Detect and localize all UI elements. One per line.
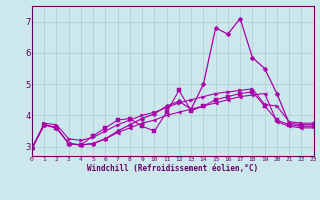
X-axis label: Windchill (Refroidissement éolien,°C): Windchill (Refroidissement éolien,°C) <box>87 164 258 173</box>
